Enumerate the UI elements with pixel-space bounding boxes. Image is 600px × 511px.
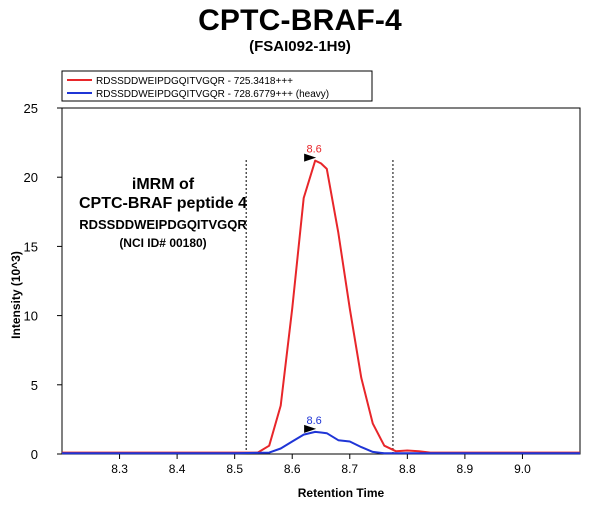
- series-line-0: [62, 159, 580, 454]
- x-tick-label-2: 8.5: [226, 462, 243, 476]
- y-tick-label-0: 0: [31, 447, 38, 462]
- peak-label-0: 8.6: [306, 144, 321, 156]
- legend-entry-0: RDSSDDWEIPDGQITVGQR - 725.3418+++: [96, 76, 293, 87]
- x-tick-label-4: 8.7: [341, 462, 358, 476]
- annotation-line-2: CPTC-BRAF peptide 4: [79, 195, 247, 212]
- legend-box: [61, 70, 373, 102]
- annotation-line-4: (NCI ID# 00180): [119, 236, 207, 250]
- series-line-1: [62, 430, 580, 455]
- y-tick-label-5: 25: [24, 101, 38, 116]
- peak-label-1: 8.6: [306, 415, 321, 427]
- y-tick-label-3: 15: [24, 239, 38, 254]
- x-tick-label-1: 8.4: [169, 462, 186, 476]
- y-axis-label: Intensity (10^3): [9, 251, 23, 339]
- x-tick-label-6: 8.9: [457, 462, 474, 476]
- x-tick-label-7: 9.0: [514, 462, 531, 476]
- peak-marker-0: [304, 153, 317, 162]
- peak-marker-1: [304, 424, 317, 433]
- x-tick-label-3: 8.6: [284, 462, 301, 476]
- annotation-line-3: RDSSDDWEIPDGQITVGQR: [79, 217, 247, 232]
- x-tick-label-0: 8.3: [111, 462, 128, 476]
- annotation-line-1: iMRM of: [131, 176, 195, 193]
- y-tick-label-4: 20: [24, 170, 38, 185]
- legend-entry-1: RDSSDDWEIPDGQITVGQR - 728.6779+++ (heavy…: [96, 89, 329, 100]
- chart-subtitle: (FSAI092-1H9): [249, 38, 351, 55]
- y-tick-label-2: 10: [24, 309, 38, 324]
- x-tick-label-5: 8.8: [399, 462, 416, 476]
- y-tick-label-1: 5: [31, 378, 38, 393]
- chart-title: CPTC-BRAF-4: [198, 4, 402, 37]
- plot-frame: [61, 107, 581, 455]
- x-axis-label: Retention Time: [298, 486, 385, 500]
